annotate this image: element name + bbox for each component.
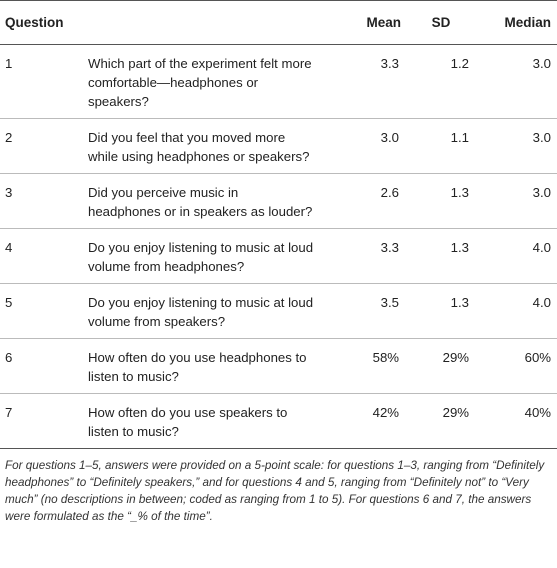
- results-table: Question Mean SD Median 1 Which part of …: [0, 0, 557, 449]
- row-mean: 3.3: [320, 44, 408, 119]
- header-question: Question: [0, 0, 321, 45]
- row-sd: 1.3: [407, 228, 476, 284]
- row-question: Did you feel that you moved more while u…: [87, 118, 321, 174]
- row-median: 40%: [475, 393, 557, 449]
- row-number: 4: [0, 228, 87, 284]
- table-footnote: For questions 1–5, answers were provided…: [5, 459, 545, 523]
- table-body: 1 Which part of the experiment felt more…: [0, 44, 557, 449]
- row-number: 2: [0, 118, 87, 174]
- table-row: 5 Do you enjoy listening to music at lou…: [0, 283, 557, 339]
- row-mean: 42%: [320, 393, 408, 449]
- row-question: Which part of the experiment felt more c…: [87, 44, 321, 119]
- table-row: 2 Did you feel that you moved more while…: [0, 118, 557, 174]
- row-mean: 3.0: [320, 118, 408, 174]
- row-median: 3.0: [475, 44, 557, 119]
- row-sd: 1.3: [407, 283, 476, 339]
- row-mean: 2.6: [320, 173, 408, 229]
- table-row: 1 Which part of the experiment felt more…: [0, 44, 557, 119]
- row-median: 4.0: [475, 228, 557, 284]
- row-sd: 1.1: [407, 118, 476, 174]
- row-question: Do you enjoy listening to music at loud …: [87, 283, 321, 339]
- row-question: Did you perceive music in headphones or …: [87, 173, 321, 229]
- row-median: 3.0: [475, 173, 557, 229]
- row-number: 6: [0, 338, 87, 394]
- row-sd: 1.2: [407, 44, 476, 119]
- header-sd: SD: [407, 0, 476, 45]
- row-question: How often do you use speakers to listen …: [87, 393, 321, 449]
- row-sd: 1.3: [407, 173, 476, 229]
- row-question: How often do you use headphones to liste…: [87, 338, 321, 394]
- row-number: 3: [0, 173, 87, 229]
- header-mean: Mean: [320, 0, 408, 45]
- table-header: Question Mean SD Median: [0, 0, 557, 45]
- row-number: 7: [0, 393, 87, 449]
- table-row: 3 Did you perceive music in headphones o…: [0, 173, 557, 229]
- table-row: 6 How often do you use headphones to lis…: [0, 338, 557, 394]
- row-median: 3.0: [475, 118, 557, 174]
- row-sd: 29%: [407, 338, 476, 394]
- row-mean: 3.3: [320, 228, 408, 284]
- row-median: 4.0: [475, 283, 557, 339]
- row-question: Do you enjoy listening to music at loud …: [87, 228, 321, 284]
- row-number: 5: [0, 283, 87, 339]
- row-number: 1: [0, 44, 87, 119]
- row-sd: 29%: [407, 393, 476, 449]
- table-row: 7 How often do you use speakers to liste…: [0, 393, 557, 449]
- header-row: Question Mean SD Median: [0, 0, 557, 45]
- header-median: Median: [475, 0, 557, 45]
- table-row: 4 Do you enjoy listening to music at lou…: [0, 228, 557, 284]
- row-median: 60%: [475, 338, 557, 394]
- row-mean: 58%: [320, 338, 408, 394]
- row-mean: 3.5: [320, 283, 408, 339]
